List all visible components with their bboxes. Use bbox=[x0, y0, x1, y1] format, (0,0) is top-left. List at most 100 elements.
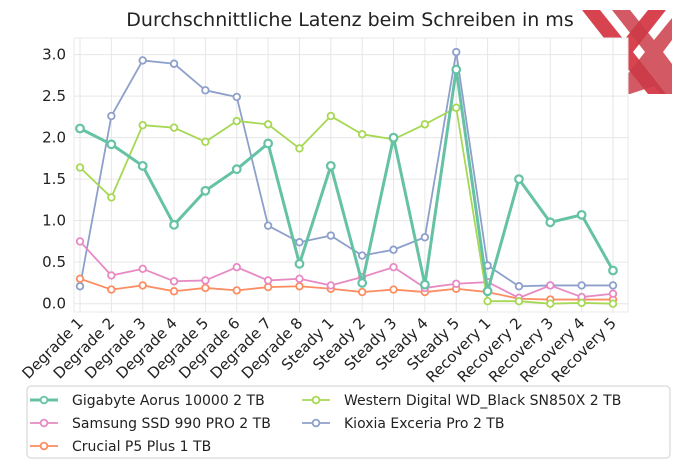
legend-swatch-marker bbox=[311, 395, 321, 405]
data-point bbox=[138, 281, 147, 290]
data-point bbox=[295, 238, 304, 247]
data-point bbox=[137, 160, 148, 171]
data-point bbox=[232, 92, 241, 102]
series-line bbox=[79, 106, 614, 305]
data-point bbox=[546, 299, 555, 308]
data-point bbox=[75, 237, 85, 246]
data-point bbox=[263, 282, 273, 292]
y-axis-tick-labels: 0.0 0.5 1.0 1.5 2.0 2.5 3.0 bbox=[42, 46, 66, 313]
data-point bbox=[75, 274, 85, 283]
data-point bbox=[231, 164, 242, 175]
series-line bbox=[79, 68, 615, 293]
data-point bbox=[201, 86, 210, 95]
series-line bbox=[79, 51, 613, 288]
y-tick-label: 0.0 bbox=[42, 295, 66, 313]
data-point bbox=[263, 221, 273, 230]
data-point bbox=[169, 277, 179, 286]
data-point bbox=[75, 282, 85, 291]
series-group bbox=[75, 64, 618, 297]
legend-label: Crucial P5 Plus 1 TB bbox=[72, 439, 211, 455]
legend-item: Kioxia Exceria Pro 2 TB bbox=[302, 416, 504, 432]
data-point bbox=[451, 64, 462, 75]
data-point bbox=[389, 285, 398, 294]
data-point bbox=[169, 123, 179, 132]
data-point bbox=[326, 281, 336, 290]
legend-item: Gigabyte Aorus 10000 2 TB bbox=[30, 393, 265, 409]
data-point bbox=[107, 111, 116, 121]
data-point bbox=[545, 217, 556, 228]
y-tick-label: 1.0 bbox=[42, 212, 66, 230]
data-point bbox=[201, 283, 210, 293]
data-point bbox=[169, 59, 179, 68]
data-point bbox=[452, 279, 461, 288]
data-point bbox=[263, 120, 273, 129]
data-point bbox=[294, 258, 305, 269]
data-point bbox=[577, 281, 586, 290]
series-line bbox=[79, 240, 614, 299]
data-point bbox=[576, 209, 587, 220]
data-point bbox=[326, 231, 336, 240]
data-point bbox=[106, 139, 117, 150]
data-point bbox=[263, 138, 274, 149]
data-point bbox=[514, 282, 524, 291]
data-point bbox=[75, 123, 85, 134]
data-point bbox=[420, 120, 430, 129]
data-point bbox=[169, 287, 179, 296]
y-tick-label: 1.5 bbox=[42, 170, 66, 188]
data-point bbox=[357, 287, 367, 297]
y-tick-label: 0.5 bbox=[42, 253, 66, 271]
data-point bbox=[295, 282, 304, 291]
data-point bbox=[452, 47, 461, 57]
plot-area bbox=[73, 37, 629, 313]
data-point bbox=[608, 281, 618, 290]
data-point bbox=[577, 298, 586, 308]
data-point bbox=[452, 103, 461, 112]
data-point bbox=[295, 144, 304, 153]
data-point bbox=[482, 286, 493, 297]
legend-label: Samsung SSD 990 PRO 2 TB bbox=[72, 416, 271, 432]
data-point bbox=[389, 245, 398, 254]
data-point bbox=[232, 262, 241, 272]
chart-title: Durchschnittliche Latenz beim Schreiben … bbox=[126, 9, 573, 31]
data-point bbox=[608, 299, 618, 308]
legend-label: Gigabyte Aorus 10000 2 TB bbox=[72, 393, 265, 409]
legend-swatch-marker bbox=[39, 395, 49, 405]
data-point bbox=[138, 56, 147, 65]
legend-label: Kioxia Exceria Pro 2 TB bbox=[344, 416, 504, 432]
data-point bbox=[608, 265, 618, 276]
data-point bbox=[357, 251, 367, 260]
legend-swatch-marker bbox=[39, 418, 49, 428]
data-point bbox=[232, 116, 241, 126]
data-point bbox=[357, 130, 367, 139]
data-point bbox=[201, 276, 210, 285]
y-tick-label: 3.0 bbox=[42, 46, 66, 64]
data-point bbox=[107, 193, 116, 202]
data-point bbox=[201, 137, 210, 146]
data-point bbox=[138, 120, 147, 130]
series-group bbox=[75, 47, 618, 291]
data-point bbox=[357, 278, 368, 288]
legend-label: Western Digital WD_Black SN850X 2 TB bbox=[344, 393, 621, 409]
data-point bbox=[200, 185, 211, 196]
legend-item: Samsung SSD 990 PRO 2 TB bbox=[30, 416, 271, 432]
series-line bbox=[79, 277, 613, 301]
y-tick-label: 2.5 bbox=[42, 87, 66, 105]
legend-item: Western Digital WD_Black SN850X 2 TB bbox=[302, 393, 621, 409]
data-point bbox=[232, 286, 241, 295]
data-point bbox=[326, 111, 336, 121]
data-point bbox=[546, 281, 555, 290]
data-point bbox=[419, 279, 430, 290]
data-point bbox=[514, 297, 524, 306]
data-point bbox=[420, 233, 430, 242]
data-point bbox=[75, 163, 85, 172]
data-point bbox=[483, 297, 492, 306]
data-point bbox=[389, 262, 398, 272]
data-point bbox=[608, 289, 618, 298]
data-point bbox=[325, 160, 336, 171]
data-point bbox=[107, 285, 116, 294]
data-point bbox=[263, 276, 273, 285]
legend-swatch-marker bbox=[311, 418, 321, 428]
data-point bbox=[138, 264, 147, 274]
